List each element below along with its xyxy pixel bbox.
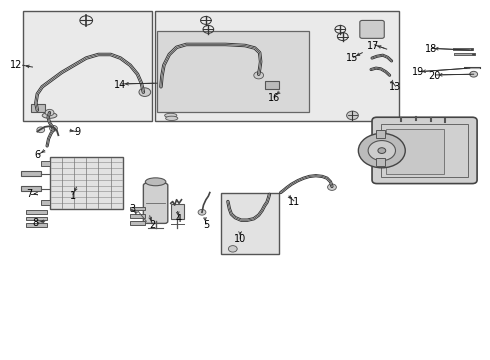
Circle shape [358, 134, 405, 168]
Text: 15: 15 [346, 53, 359, 63]
Circle shape [45, 109, 54, 116]
Text: 18: 18 [424, 44, 437, 54]
Circle shape [470, 71, 478, 77]
Bar [31, 104, 45, 112]
Bar [26, 217, 47, 220]
Bar [376, 158, 385, 166]
Text: 13: 13 [390, 82, 402, 92]
Text: 1: 1 [70, 191, 76, 201]
Bar [381, 124, 468, 177]
Bar [23, 12, 152, 121]
Text: 5: 5 [203, 220, 209, 230]
Circle shape [37, 127, 45, 133]
FancyBboxPatch shape [144, 183, 168, 224]
Bar [21, 186, 41, 192]
Bar [265, 81, 279, 89]
Bar [376, 130, 385, 138]
Bar [130, 207, 145, 211]
Bar [220, 193, 279, 253]
Text: 14: 14 [114, 80, 126, 90]
Bar [41, 200, 49, 205]
Text: 12: 12 [10, 60, 23, 70]
Ellipse shape [42, 113, 57, 118]
Text: 4: 4 [176, 215, 182, 224]
FancyBboxPatch shape [360, 21, 384, 39]
Circle shape [368, 140, 395, 161]
Circle shape [346, 111, 358, 120]
Circle shape [228, 246, 237, 252]
Text: 20: 20 [428, 71, 441, 81]
Bar [21, 171, 41, 176]
Text: 10: 10 [234, 234, 246, 244]
FancyBboxPatch shape [372, 117, 477, 184]
Ellipse shape [166, 116, 178, 121]
Circle shape [254, 72, 264, 79]
Circle shape [49, 126, 57, 131]
Bar [386, 129, 444, 174]
Text: 19: 19 [412, 67, 424, 77]
Bar [26, 211, 47, 214]
Circle shape [198, 210, 206, 215]
Text: 8: 8 [33, 218, 39, 228]
Circle shape [139, 88, 151, 96]
Ellipse shape [165, 113, 177, 118]
Text: 11: 11 [288, 197, 300, 207]
Text: 6: 6 [34, 150, 40, 160]
Text: 2: 2 [149, 220, 155, 230]
Bar [157, 31, 309, 112]
Bar [171, 204, 184, 220]
Text: 16: 16 [268, 93, 280, 103]
Bar [130, 214, 145, 218]
Text: 3: 3 [129, 204, 136, 214]
Bar [130, 221, 145, 225]
Text: 17: 17 [367, 41, 379, 50]
Bar [41, 161, 49, 166]
Text: 7: 7 [26, 189, 32, 199]
Bar [155, 12, 399, 121]
Bar [49, 157, 123, 209]
Circle shape [328, 184, 336, 190]
Circle shape [378, 148, 386, 153]
Text: 9: 9 [75, 127, 81, 136]
Bar [26, 223, 47, 226]
Ellipse shape [146, 178, 166, 186]
